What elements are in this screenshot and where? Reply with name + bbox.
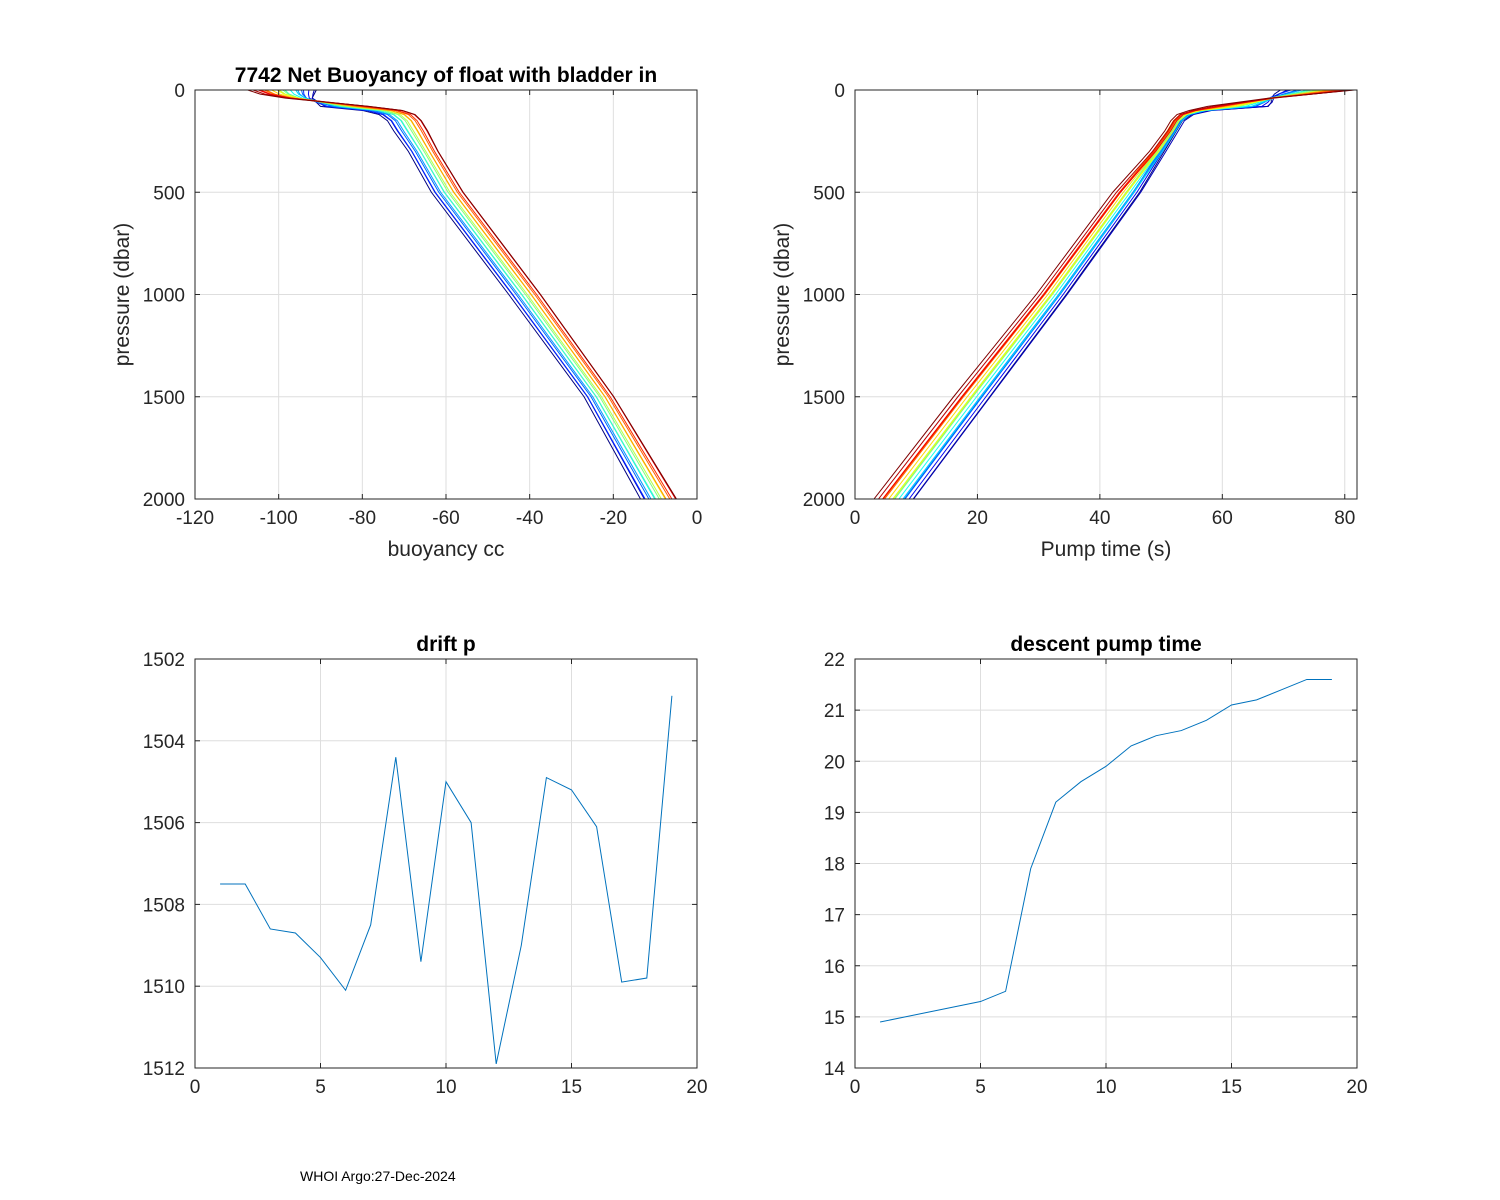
pumptime-profiles	[873, 90, 1355, 499]
descentpump-ytick-label: 19	[824, 803, 845, 824]
descentpump-xtick-label: 5	[975, 1077, 986, 1098]
driftp-ytick-label: 1510	[143, 977, 185, 998]
driftp-line	[220, 695, 673, 1065]
buoyancy-xtick-label: -60	[432, 508, 459, 529]
pumptime-ytick-label: 1000	[803, 286, 845, 307]
driftp-ytick-label: 1506	[143, 814, 185, 835]
pumptime-ylabel: pressure (dbar)	[771, 223, 794, 367]
buoyancy-ytick-label: 0	[174, 81, 185, 102]
driftp-series	[220, 695, 673, 1065]
buoyancy-ticks: -120 -100 -80 -60 -40 -20 0 0 500 1000 1500 2000	[143, 81, 703, 529]
driftp-xtick-label: 15	[561, 1077, 582, 1098]
driftp-xtick-label: 20	[686, 1077, 707, 1098]
buoyancy-xtick-label: -120	[176, 508, 214, 529]
descentpump-title: descent pump time	[1010, 633, 1201, 656]
buoyancy-profiles	[247, 90, 677, 499]
driftp-xtick-label: 0	[190, 1077, 201, 1098]
descentpump-xtick-label: 15	[1221, 1077, 1242, 1098]
descentpump-xtick-label: 0	[850, 1077, 861, 1098]
descentpump-xtick-label: 10	[1095, 1077, 1116, 1098]
buoyancy-xtick-label: -20	[600, 508, 627, 529]
driftp-ticks: 0 5 10 15 20 1502 1504 1506 1508 1510 1512	[143, 650, 708, 1098]
driftp-axes: 0 5 10 15 20 1502 1504 1506 1508 1510 1512 drift p	[143, 633, 708, 1098]
buoyancy-ytick-label: 1000	[143, 286, 185, 307]
descentpump-ytick-label: 21	[824, 701, 845, 722]
buoyancy-profile-19	[247, 90, 677, 499]
buoyancy-xtick-label: -40	[516, 508, 543, 529]
buoyancy-xlabel: buoyancy cc	[388, 538, 505, 561]
pumptime-ytick-label: 1500	[803, 388, 845, 409]
pumptime-xtick-label: 20	[967, 508, 988, 529]
driftp-ytick-label: 1508	[143, 895, 185, 916]
descentpump-xtick-label: 20	[1346, 1077, 1367, 1098]
driftp-ytick-label: 1502	[143, 650, 185, 671]
buoyancy-xtick-label: -80	[349, 508, 376, 529]
pumptime-ytick-label: 0	[834, 81, 845, 102]
footer-credit: WHOI Argo:27-Dec-2024	[300, 1168, 456, 1184]
pumptime-profile-2	[913, 90, 1288, 499]
descentpump-ytick-label: 18	[824, 855, 845, 876]
descentpump-series	[880, 678, 1332, 1023]
driftp-ytick-label: 1504	[143, 732, 186, 753]
pumptime-ticks: 0 20 40 60 80 0 500 1000 1500 2000	[803, 81, 1357, 529]
buoyancy-xtick-label: -100	[260, 508, 298, 529]
descentpump-line	[880, 678, 1332, 1023]
descentpump-ytick-label: 16	[824, 957, 845, 978]
pumptime-xtick-label: 80	[1334, 508, 1355, 529]
descentpump-ytick-label: 14	[824, 1059, 846, 1080]
descentpump-ytick-label: 20	[824, 752, 845, 773]
buoyancy-ytick-label: 500	[153, 183, 185, 204]
driftp-xtick-label: 10	[435, 1077, 456, 1098]
buoyancy-axes: -120 -100 -80 -60 -40 -20 0 0 500 1000 1500 2000 77…	[111, 64, 702, 561]
descentpump-ytick-label: 17	[824, 906, 845, 927]
buoyancy-ytick-label: 1500	[143, 388, 185, 409]
driftp-title: drift p	[416, 633, 475, 656]
buoyancy-ytick-label: 2000	[143, 490, 185, 511]
driftp-ytick-label: 1512	[143, 1059, 185, 1080]
descentpump-axes: 0 5 10 15 20 14 15 16 17 18 19 20 21 22 descent pump …	[824, 633, 1368, 1098]
descentpump-ytick-label: 22	[824, 650, 845, 671]
pumptime-profile-19	[873, 90, 1355, 499]
pumptime-xtick-label: 40	[1089, 508, 1110, 529]
pumptime-ytick-label: 500	[813, 183, 845, 204]
pumptime-xlabel: Pump time (s)	[1041, 538, 1172, 561]
buoyancy-title: 7742 Net Buoyancy of float with bladder …	[235, 64, 657, 87]
buoyancy-ylabel: pressure (dbar)	[111, 223, 134, 367]
pumptime-xtick-label: 60	[1212, 508, 1233, 529]
pumptime-xtick-label: 0	[850, 508, 861, 529]
driftp-xtick-label: 5	[315, 1077, 326, 1098]
buoyancy-xtick-label: 0	[692, 508, 703, 529]
descentpump-ytick-label: 15	[824, 1008, 845, 1029]
pumptime-ytick-label: 2000	[803, 490, 845, 511]
descentpump-ticks: 0 5 10 15 20 14 15 16 17 18 19 20 21 22	[824, 650, 1368, 1098]
